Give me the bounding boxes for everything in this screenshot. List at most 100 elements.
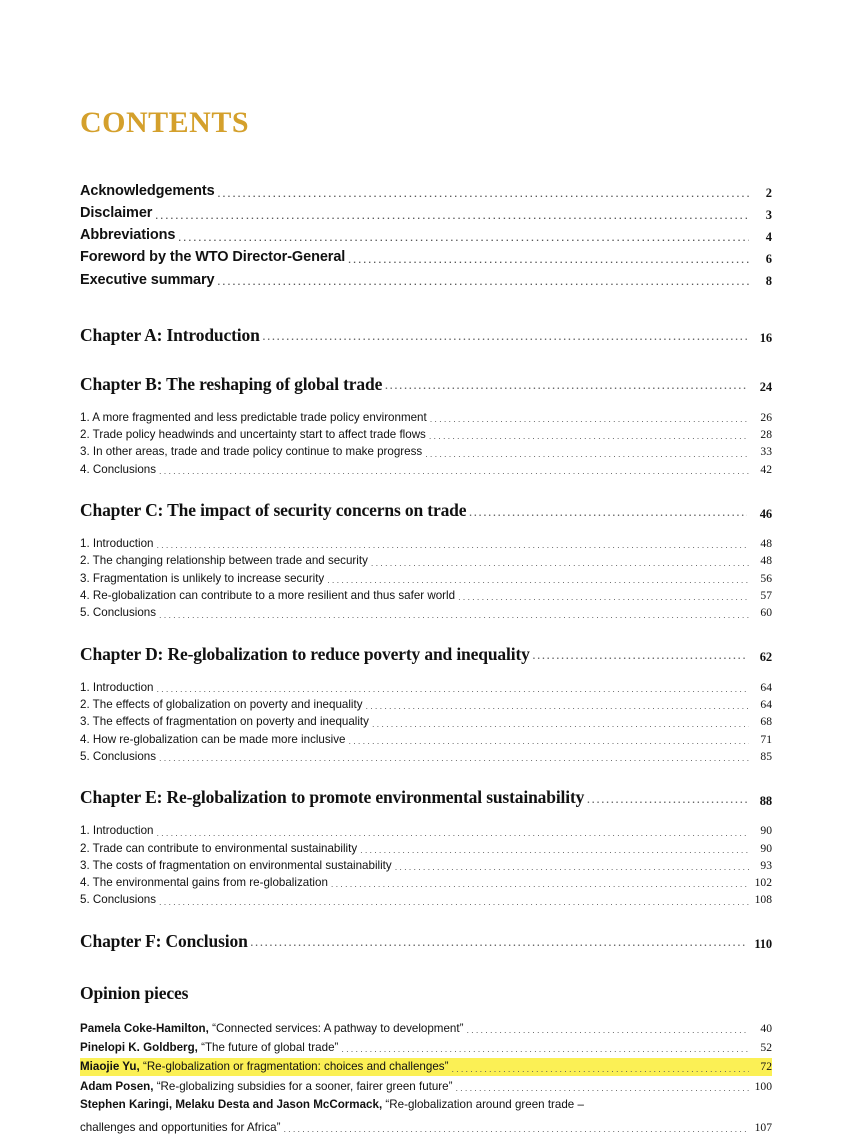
chapter-section-list: 1. Introduction.........................… — [80, 823, 772, 907]
chapter-section-entry-label: 5. Conclusions — [80, 893, 157, 907]
front-matter-item-page-number: 4 — [765, 229, 772, 244]
chapter-entry[interactable]: Chapter E: Re-globalization to promote e… — [80, 786, 772, 809]
chapter-section-entry-label: 4. Conclusions — [80, 462, 157, 476]
dot-leader: ........................................… — [458, 593, 749, 603]
chapter-section-entry-label: 1. Introduction — [80, 537, 154, 551]
toc-content: CONTENTS Acknowledgements...............… — [80, 108, 772, 1142]
chapter-section-entry-page-number: 68 — [760, 715, 772, 729]
chapter-group: Chapter D: Re-globalization to reduce po… — [80, 643, 772, 765]
chapter-section-entry-page-number: 64 — [760, 680, 772, 694]
front-matter-item-label: Acknowledgements — [80, 183, 215, 199]
chapter-section-entry[interactable]: 5. Conclusions..........................… — [80, 892, 772, 907]
chapter-section-entry-page-number: 60 — [760, 606, 772, 620]
chapter-section-entry-label: 4. Re-globalization can contribute to a … — [80, 588, 456, 602]
chapter-section-entry-label: 4. How re-globalization can be made more… — [80, 732, 346, 746]
chapter-section-entry-page-number: 48 — [760, 537, 772, 551]
chapter-entry-page-number: 24 — [759, 380, 772, 395]
chapter-section-entry-page-number: 71 — [760, 732, 772, 746]
opinion-entry-label: Pinelopi K. Goldberg, “The future of glo… — [80, 1040, 338, 1055]
chapter-section-entry[interactable]: 1. Introduction.........................… — [80, 823, 772, 838]
dot-leader: ........................................… — [156, 828, 749, 838]
chapter-section-entry[interactable]: 2. The effects of globalization on pover… — [80, 697, 772, 712]
front-matter-item-label: Abbreviations — [80, 227, 176, 244]
dot-leader: ........................................… — [469, 509, 747, 519]
chapter-section-entry[interactable]: 5. Conclusions..........................… — [80, 605, 772, 620]
dot-leader: ........................................… — [250, 940, 747, 950]
chapter-section-entry-label: 2. Trade policy headwinds and uncertaint… — [80, 428, 426, 442]
chapter-entry[interactable]: Chapter A: Introduction.................… — [80, 324, 772, 347]
chapter-section-entry[interactable]: 2. Trade can contribute to environmental… — [80, 841, 772, 856]
dot-leader: ........................................… — [428, 432, 749, 442]
front-matter-item[interactable]: Foreword by the WTO Director-General....… — [80, 248, 772, 267]
chapter-section-entry[interactable]: 2. The changing relationship between tra… — [80, 553, 772, 568]
chapter-group: Chapter B: The reshaping of global trade… — [80, 373, 772, 477]
dot-leader: ........................................… — [159, 467, 749, 476]
chapter-section-entry[interactable]: 4. How re-globalization can be made more… — [80, 732, 772, 747]
chapter-section-entry[interactable]: 4. Re-globalization can contribute to a … — [80, 588, 772, 603]
chapter-entry-label: Chapter E: Re-globalization to promote e… — [80, 787, 585, 808]
opinion-entry-wrapped[interactable]: Stephen Karingi, Melaku Desta and Jason … — [80, 1097, 772, 1135]
front-matter-item[interactable]: Abbreviations...........................… — [80, 226, 772, 245]
opinion-work-title: “Re-globalization around green trade – — [385, 1098, 584, 1112]
opinion-work-title: “Connected services: A pathway to develo… — [212, 1021, 464, 1035]
dot-leader: ........................................… — [217, 278, 749, 288]
chapter-list: Chapter A: Introduction.................… — [80, 324, 772, 953]
dot-leader: ........................................… — [155, 211, 749, 222]
opinion-pieces-heading: Opinion pieces — [80, 982, 189, 1003]
chapter-entry[interactable]: Chapter D: Re-globalization to reduce po… — [80, 643, 772, 666]
opinion-work-title: “Re-globalizing subsidies for a sooner, … — [156, 1079, 453, 1093]
chapter-section-entry-page-number: 85 — [760, 749, 772, 763]
dot-leader: ........................................… — [394, 863, 749, 873]
chapter-section-entry[interactable]: 4. Conclusions..........................… — [80, 462, 772, 477]
dot-leader: ........................................… — [341, 1045, 749, 1055]
opinion-entry[interactable]: Adam Posen, “Re-globalizing subsidies fo… — [80, 1078, 772, 1095]
chapter-section-entry[interactable]: 4. The environmental gains from re-globa… — [80, 875, 772, 890]
chapter-section-entry-label: 3. The effects of fragmentation on pover… — [80, 715, 369, 729]
chapter-section-entry-label: 1. Introduction — [80, 680, 154, 694]
page-title: CONTENTS — [80, 106, 250, 139]
chapter-section-entry[interactable]: 3. The effects of fragmentation on pover… — [80, 714, 772, 729]
chapter-section-entry-page-number: 90 — [760, 824, 772, 838]
chapter-entry[interactable]: Chapter F: Conclusion...................… — [80, 930, 772, 953]
front-matter-item-label: Foreword by the WTO Director-General — [80, 249, 346, 266]
front-matter-item[interactable]: Acknowledgements........................… — [80, 182, 772, 201]
chapter-section-entry-page-number: 26 — [760, 410, 772, 424]
front-matter-item-page-number: 2 — [765, 185, 772, 200]
opinion-entry[interactable]: Pinelopi K. Goldberg, “The future of glo… — [80, 1039, 772, 1056]
dot-leader: ........................................… — [330, 880, 749, 890]
chapter-entry-label: Chapter F: Conclusion — [80, 930, 248, 951]
chapter-section-entry-page-number: 64 — [760, 697, 772, 711]
chapter-section-entry[interactable]: 2. Trade policy headwinds and uncertaint… — [80, 427, 772, 442]
chapter-section-entry-label: 2. The effects of globalization on pover… — [80, 697, 363, 711]
chapter-entry-label: Chapter B: The reshaping of global trade — [80, 373, 383, 394]
chapter-section-entry[interactable]: 1. Introduction.........................… — [80, 536, 772, 551]
front-matter-item[interactable]: Disclaimer..............................… — [80, 204, 772, 223]
chapter-section-entry-label: 4. The environmental gains from re-globa… — [80, 876, 328, 890]
dot-leader: ........................................… — [466, 1026, 749, 1036]
chapter-section-entry[interactable]: 3. Fragmentation is unlikely to increase… — [80, 571, 772, 586]
dot-leader: ........................................… — [348, 736, 749, 746]
chapter-section-entry[interactable]: 3. The costs of fragmentation on environ… — [80, 858, 772, 873]
opinion-entry[interactable]: Miaojie Yu, “Re-globalization or fragmen… — [80, 1058, 772, 1076]
chapter-section-entry-label: 5. Conclusions — [80, 749, 157, 763]
chapter-section-entry[interactable]: 1. Introduction.........................… — [80, 680, 772, 695]
chapter-section-entry[interactable]: 1. A more fragmented and less predictabl… — [80, 410, 772, 425]
opinion-entry-page-number: 72 — [760, 1060, 772, 1074]
front-matter-item[interactable]: Executive summary.......................… — [80, 271, 772, 290]
dot-leader: ........................................… — [178, 233, 749, 244]
chapter-entry-label: Chapter C: The impact of security concer… — [80, 500, 467, 520]
dot-leader: ........................................… — [156, 541, 749, 551]
opinion-work-title-cont: challenges and opportunities for Africa” — [80, 1121, 281, 1135]
chapter-entry[interactable]: Chapter B: The reshaping of global trade… — [80, 373, 772, 396]
opinion-work-title: “The future of global trade” — [201, 1041, 339, 1055]
chapter-section-entry[interactable]: 3. In other areas, trade and trade polic… — [80, 444, 772, 459]
chapter-entry[interactable]: Chapter C: The impact of security concer… — [80, 499, 772, 522]
front-matter-list: Acknowledgements........................… — [80, 182, 772, 290]
opinion-entry-line-2: challenges and opportunities for Africa”… — [80, 1120, 772, 1135]
dot-leader: ........................................… — [370, 558, 749, 568]
chapter-section-list: 1. Introduction.........................… — [80, 680, 772, 764]
chapter-section-entry[interactable]: 5. Conclusions..........................… — [80, 749, 772, 764]
chapter-section-entry-page-number: 33 — [760, 445, 772, 459]
opinion-entry[interactable]: Pamela Coke-Hamilton, “Connected service… — [80, 1020, 772, 1037]
opinion-entry-line-1: Stephen Karingi, Melaku Desta and Jason … — [80, 1097, 772, 1112]
